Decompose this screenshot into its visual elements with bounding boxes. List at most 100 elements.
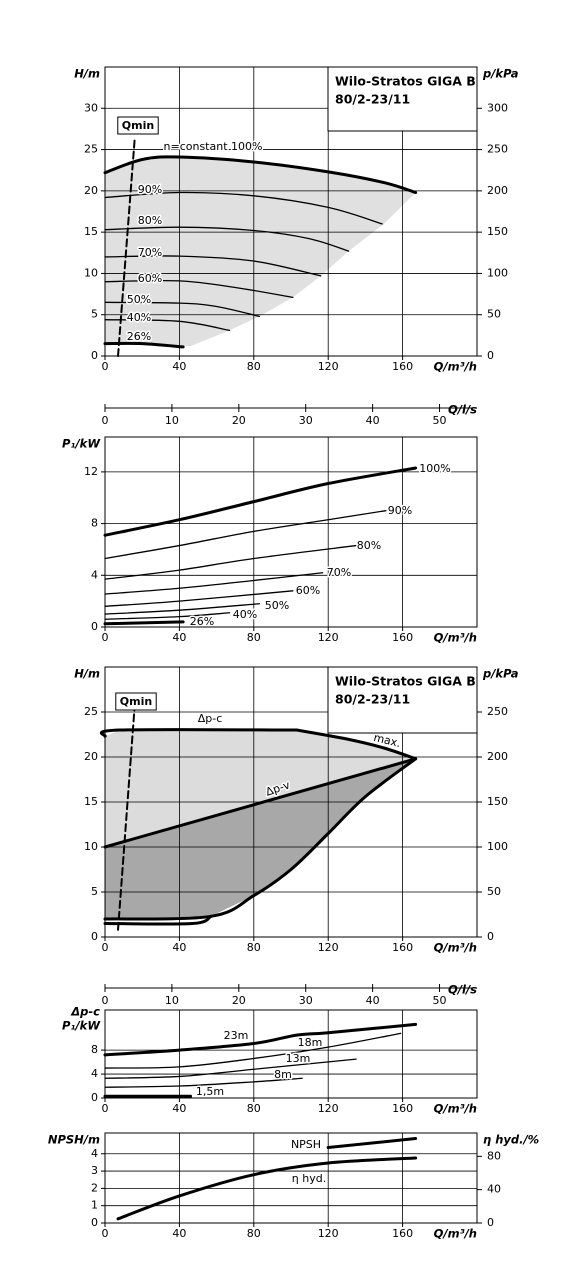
y2-tick-label: 200: [487, 750, 508, 763]
x-tick-label: 160: [392, 360, 413, 373]
y-axis-label: H/m: [74, 67, 100, 81]
y2-tick-label: 250: [487, 705, 508, 718]
x-tick-label: 10: [165, 994, 179, 1007]
series-label: 90%: [138, 183, 162, 196]
x-tick-label: 40: [366, 994, 380, 1007]
x-tick-label: 0: [102, 941, 109, 954]
y-tick-label: 4: [91, 1067, 98, 1080]
x-tick-label: 160: [392, 941, 413, 954]
curve: [103, 155, 418, 195]
chart-title: Wilo-Stratos GIGA B: [335, 674, 476, 689]
qmin-box: [115, 692, 157, 711]
y-tick-label: 25: [84, 705, 98, 718]
x-tick-label: 80: [247, 631, 261, 644]
series-label: 60%: [138, 272, 162, 285]
y2-axis-label: p/kPa: [482, 667, 519, 681]
y2-axis-label: p/kPa: [482, 67, 519, 81]
y-tick-label: 1: [91, 1199, 98, 1212]
x-tick-label: 160: [392, 1227, 413, 1240]
x-tick-label: 80: [247, 360, 261, 373]
curve: [103, 466, 418, 537]
title-box: [327, 66, 478, 132]
y-tick-label: 30: [84, 101, 98, 114]
series-label: 50%: [127, 293, 151, 306]
curve: [104, 255, 322, 277]
curve: [104, 226, 350, 252]
curve: [104, 279, 294, 299]
series-label: Δp-c: [198, 712, 223, 725]
x-tick-label: 120: [318, 631, 339, 644]
x-tick-label: 120: [318, 1227, 339, 1240]
y2-tick-label: 150: [487, 795, 508, 808]
y-tick-label: 4: [91, 1147, 98, 1160]
x-tick-label: 40: [172, 941, 186, 954]
series-label: n=constant 100%: [164, 140, 263, 153]
x-tick-label: 20: [232, 994, 246, 1007]
x-tick-label: 80: [247, 1227, 261, 1240]
curve: [104, 1058, 357, 1079]
x-tick-label: 0: [102, 1102, 109, 1115]
chart-title: 80/2-23/11: [335, 692, 410, 707]
curve: [104, 1032, 402, 1069]
curve: [104, 603, 261, 615]
x-axis-label: Q/m³/h: [434, 1102, 477, 1116]
series-label: 70%: [138, 246, 162, 259]
plot: [103, 67, 477, 357]
y2-tick-label: 100: [487, 266, 508, 279]
y-tick-label: 0: [91, 1091, 98, 1104]
curve: [104, 301, 261, 318]
x-tick-label: 0: [102, 631, 109, 644]
x-tick-label: 0: [102, 994, 109, 1007]
x-tick-label: 20: [232, 414, 246, 427]
y2-tick-label: 40: [487, 1183, 501, 1196]
y-tick-label: 5: [91, 885, 98, 898]
series-label: 23m: [224, 1029, 249, 1042]
y2-axis-label: η hyd./%: [483, 1133, 539, 1147]
y2-tick-label: 80: [487, 1149, 501, 1162]
qmin-box: [117, 116, 159, 135]
x-tick-label: 160: [392, 1102, 413, 1115]
y-tick-label: 8: [91, 517, 98, 530]
x-tick-label: 10: [165, 414, 179, 427]
curve: [103, 620, 185, 626]
curve: [103, 757, 418, 849]
y-tick-label: 25: [84, 143, 98, 156]
series-label: 80%: [357, 539, 381, 552]
x-tick-label: 80: [247, 1102, 261, 1115]
series-label: 8m: [274, 1068, 292, 1081]
curve: [104, 612, 231, 620]
y2-tick-label: 300: [487, 101, 508, 114]
x-tick-label: 50: [433, 994, 447, 1007]
series-label: 80%: [138, 214, 162, 227]
x-tick-label: 40: [366, 414, 380, 427]
y-tick-label: 0: [91, 930, 98, 943]
curve: [116, 1156, 418, 1221]
x-tick-label: 30: [299, 994, 313, 1007]
qmin-label: Qmin: [120, 695, 152, 708]
y-tick-label: 15: [84, 225, 98, 238]
area: [105, 730, 416, 847]
curve: [117, 137, 136, 357]
x-tick-label: 160: [392, 631, 413, 644]
y-tick-label: 8: [91, 1043, 98, 1056]
x-tick-label: 40: [172, 1227, 186, 1240]
curve: [104, 1077, 303, 1088]
x-tick-label: 0: [102, 360, 109, 373]
plot-frame: [104, 436, 478, 628]
x-tick-label: 120: [318, 1102, 339, 1115]
y2-tick-label: 0: [487, 1216, 494, 1229]
curve: [104, 191, 383, 225]
x-tick-label: 120: [318, 941, 339, 954]
y-axis-label: NPSH/m: [48, 1133, 100, 1147]
y2-tick-label: 100: [487, 840, 508, 853]
series-label: 13m: [286, 1052, 311, 1065]
y2-tick-label: 50: [487, 308, 501, 321]
y-tick-label: 2: [91, 1181, 98, 1194]
x-tick-label: 120: [318, 360, 339, 373]
y-tick-label: 10: [84, 840, 98, 853]
series-label: 26%: [127, 330, 151, 343]
series-label: η hyd.: [292, 1172, 326, 1185]
curve: [295, 728, 418, 761]
series-label: 40%: [127, 311, 151, 324]
series-label: 1,5m: [196, 1085, 224, 1098]
